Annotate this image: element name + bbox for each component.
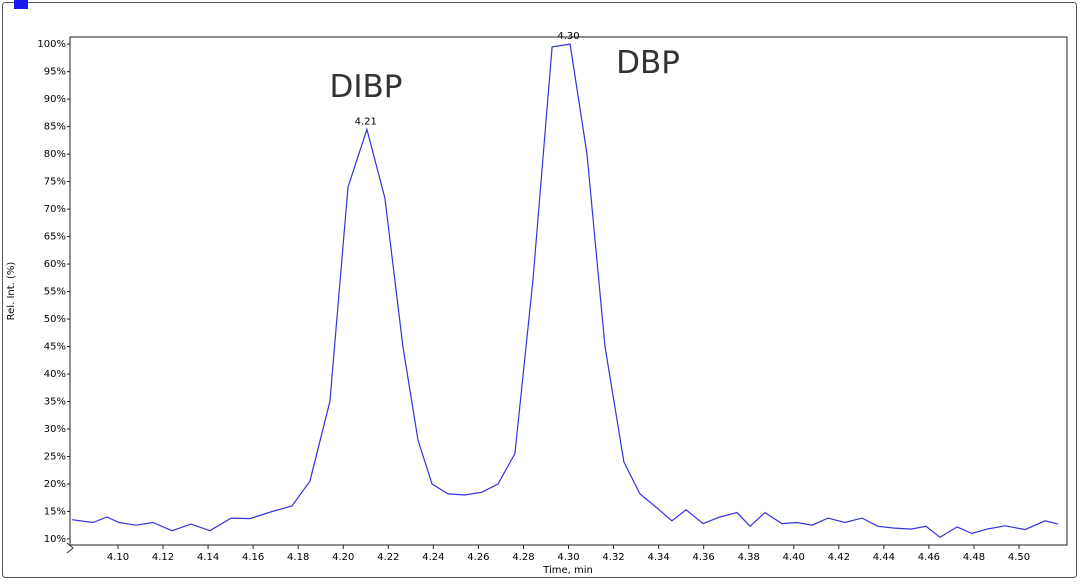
x-tick-label: 4.40 bbox=[783, 552, 805, 563]
x-tick-label: 4.34 bbox=[647, 552, 669, 563]
y-tick-label: 25% bbox=[44, 451, 66, 462]
x-axis-label: Time, min bbox=[542, 565, 593, 576]
x-tick-label: 4.36 bbox=[693, 552, 715, 563]
y-tick-label: 90% bbox=[44, 94, 66, 105]
x-tick-label: 4.16 bbox=[242, 552, 264, 563]
peak-label: 4.30 bbox=[557, 31, 579, 42]
x-tick-label: 4.38 bbox=[738, 552, 760, 563]
x-tick-label: 4.26 bbox=[467, 552, 489, 563]
y-tick-label: 10% bbox=[44, 534, 66, 545]
y-tick-label: 50% bbox=[44, 314, 66, 325]
y-tick-label: 45% bbox=[44, 342, 66, 353]
x-tick-label: 4.42 bbox=[828, 552, 850, 563]
x-tick-label: 4.46 bbox=[918, 552, 940, 563]
plot-area bbox=[69, 36, 1068, 546]
x-tick-label: 4.12 bbox=[152, 552, 174, 563]
x-tick-label: 4.10 bbox=[107, 552, 129, 563]
y-tick-label: 65% bbox=[44, 232, 66, 243]
x-tick-label: 4.28 bbox=[512, 552, 534, 563]
y-tick-label: 100% bbox=[37, 39, 66, 50]
x-tick-label: 4.48 bbox=[963, 552, 985, 563]
y-tick-label: 95% bbox=[44, 67, 66, 78]
x-tick-label: 4.50 bbox=[1008, 552, 1030, 563]
data-line bbox=[71, 43, 1059, 539]
y-tick-label: 80% bbox=[44, 149, 66, 160]
y-tick-label: 40% bbox=[44, 369, 66, 380]
x-tick-label: 4.22 bbox=[377, 552, 399, 563]
annotation: DIBP bbox=[330, 69, 403, 105]
y-tick-label: 15% bbox=[44, 506, 66, 517]
y-tick-label: 55% bbox=[44, 287, 66, 298]
x-tick-label: 4.30 bbox=[557, 552, 579, 563]
y-tick-label: 60% bbox=[44, 259, 66, 270]
color-swatch bbox=[14, 0, 28, 9]
x-tick-label: 4.44 bbox=[873, 552, 895, 563]
y-tick-label: 70% bbox=[44, 204, 66, 215]
y-axis-label: Rel. Int. (%) bbox=[6, 262, 17, 321]
annotation: DBP bbox=[616, 45, 680, 81]
x-tick-label: 4.14 bbox=[197, 552, 219, 563]
x-tick-label: 4.24 bbox=[422, 552, 444, 563]
y-tick-label: 30% bbox=[44, 424, 66, 435]
x-tick-label: 4.32 bbox=[602, 552, 624, 563]
y-tick-label: 75% bbox=[44, 177, 66, 188]
y-tick-label: 35% bbox=[44, 397, 66, 408]
peak-label: 4.21 bbox=[355, 116, 377, 127]
y-tick-label: 20% bbox=[44, 479, 66, 490]
y-tick-label: 85% bbox=[44, 122, 66, 133]
axis-marker bbox=[66, 542, 74, 554]
x-tick-label: 4.18 bbox=[287, 552, 309, 563]
x-tick-label: 4.20 bbox=[332, 552, 354, 563]
